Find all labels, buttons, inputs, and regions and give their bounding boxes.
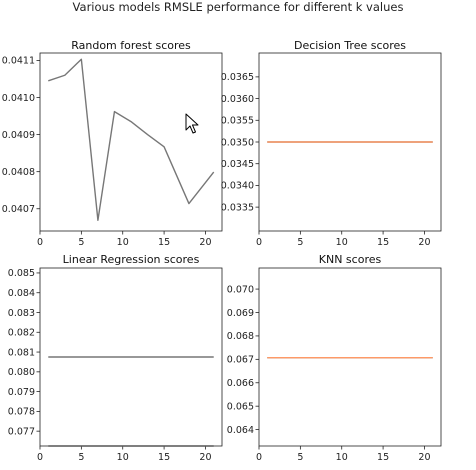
panel-title: KNN scores <box>319 253 382 266</box>
y-tick-label: 0.085 <box>8 268 35 279</box>
x-tick-label: 15 <box>158 452 170 463</box>
x-tick-label: 5 <box>78 452 84 463</box>
panel-title: Decision Tree scores <box>294 39 406 52</box>
figure-title: Various models RMSLE performance for dif… <box>73 0 404 14</box>
decision-tree-panel: Decision Tree scores 0 5 10 15 20 0.0335 0.034… <box>221 39 442 248</box>
y-tick-label: 0.067 <box>227 355 254 366</box>
panel-title: Random forest scores <box>71 39 191 52</box>
y-tick-label: 0.0360 <box>221 94 254 105</box>
plot-frame <box>39 52 223 232</box>
x-tick-label: 0 <box>256 452 262 463</box>
x-tick-label: 0 <box>256 237 262 248</box>
y-tick-label: 0.0340 <box>221 181 254 192</box>
y-tick-label: 0.0411 <box>2 56 35 67</box>
x-tick-label: 10 <box>117 237 129 248</box>
x-tick-label: 10 <box>117 452 129 463</box>
x-tick-label: 15 <box>377 452 389 463</box>
y-tick-label: 0.0350 <box>221 137 254 148</box>
x-tick-label: 20 <box>418 237 430 248</box>
y-tick-label: 0.068 <box>227 331 254 342</box>
y-tick-label: 0.082 <box>8 328 35 339</box>
y-tick-label: 0.080 <box>8 367 35 378</box>
x-tick-label: 5 <box>78 237 84 248</box>
y-tick-label: 0.0408 <box>2 167 35 178</box>
y-tick-label: 0.0365 <box>221 72 254 83</box>
y-tick-label: 0.081 <box>8 347 35 358</box>
knn-panel: KNN scores 0 5 10 15 20 0.064 0.065 0.066 0.067 0… <box>227 253 442 463</box>
y-tick-label: 0.0409 <box>2 130 35 141</box>
y-tick-label: 0.0410 <box>2 93 35 104</box>
x-tick-label: 5 <box>297 237 303 248</box>
series-line <box>48 58 215 221</box>
panel-title: Linear Regression scores <box>63 253 200 266</box>
y-tick-label: 0.079 <box>8 387 35 398</box>
y-tick-label: 0.0335 <box>221 202 254 213</box>
y-tick-label: 0.064 <box>227 425 254 436</box>
plot-frame <box>258 267 442 447</box>
y-tick-label: 0.066 <box>227 378 254 389</box>
x-tick-label: 20 <box>199 452 211 463</box>
x-tick-label: 15 <box>158 237 170 248</box>
y-tick-label: 0.077 <box>8 426 35 437</box>
x-tick-label: 10 <box>336 237 348 248</box>
linear-regression-panel: Linear Regression scores 0 5 10 15 20 0.077 0.… <box>8 253 223 463</box>
mouse-cursor-icon <box>185 113 199 134</box>
y-tick-label: 0.069 <box>227 308 254 319</box>
y-tick-label: 0.0355 <box>221 116 254 127</box>
x-tick-label: 10 <box>336 452 348 463</box>
y-tick-label: 0.065 <box>227 401 254 412</box>
y-tick-label: 0.0407 <box>2 204 35 215</box>
y-tick-label: 0.070 <box>227 284 254 295</box>
random-forest-panel: Random forest scores 0 5 10 15 20 0.0407 0.040… <box>2 39 223 248</box>
x-tick-label: 0 <box>37 452 43 463</box>
x-tick-label: 20 <box>199 237 211 248</box>
x-tick-label: 0 <box>37 237 43 248</box>
x-tick-label: 20 <box>418 452 430 463</box>
y-tick-label: 0.0345 <box>221 159 254 170</box>
x-tick-label: 15 <box>377 237 389 248</box>
y-tick-label: 0.084 <box>8 288 35 299</box>
y-tick-label: 0.078 <box>8 407 35 418</box>
y-tick-label: 0.083 <box>8 308 35 319</box>
x-tick-label: 5 <box>297 452 303 463</box>
